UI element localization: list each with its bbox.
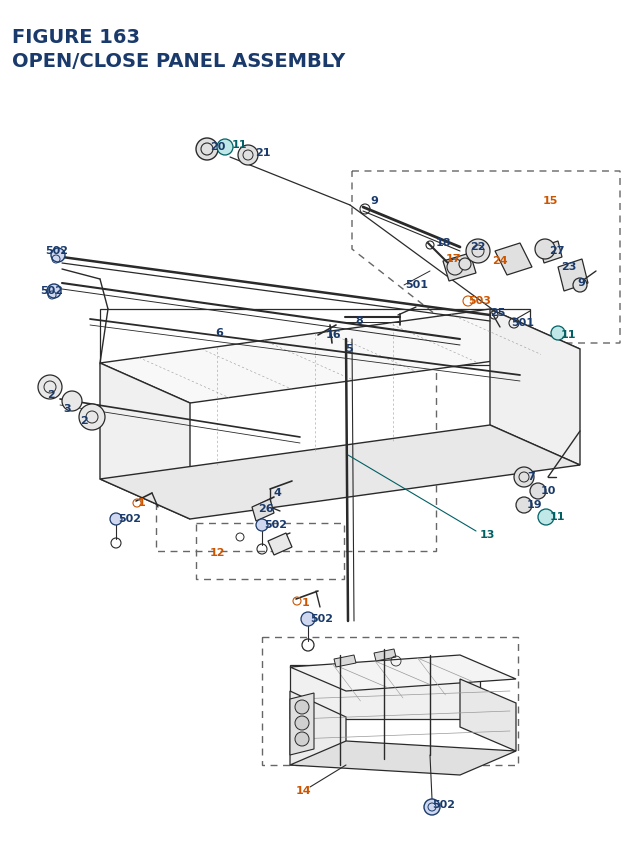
Circle shape xyxy=(196,139,218,161)
Text: 14: 14 xyxy=(296,785,312,795)
Circle shape xyxy=(514,468,534,487)
Bar xyxy=(262,637,518,765)
Circle shape xyxy=(79,405,105,430)
Text: 502: 502 xyxy=(264,519,287,530)
Polygon shape xyxy=(558,260,588,292)
Circle shape xyxy=(51,249,65,263)
Polygon shape xyxy=(100,310,580,404)
Text: 5: 5 xyxy=(345,344,353,354)
Text: 26: 26 xyxy=(258,504,274,513)
Circle shape xyxy=(538,510,554,525)
Text: 6: 6 xyxy=(215,328,223,338)
Text: 501: 501 xyxy=(405,280,428,289)
Polygon shape xyxy=(540,242,562,263)
Circle shape xyxy=(110,513,122,525)
Circle shape xyxy=(62,392,82,412)
Text: 17: 17 xyxy=(446,254,461,263)
Polygon shape xyxy=(443,254,476,282)
Polygon shape xyxy=(290,691,346,765)
Text: 20: 20 xyxy=(210,142,225,152)
Circle shape xyxy=(530,483,546,499)
Circle shape xyxy=(256,519,268,531)
Text: 502: 502 xyxy=(40,286,63,295)
Text: 27: 27 xyxy=(549,245,564,256)
Circle shape xyxy=(301,612,315,626)
Text: 19: 19 xyxy=(527,499,543,510)
Text: 3: 3 xyxy=(63,404,70,413)
Bar xyxy=(156,366,436,551)
Text: 11: 11 xyxy=(561,330,577,339)
Circle shape xyxy=(516,498,532,513)
Circle shape xyxy=(217,139,233,156)
Text: 11: 11 xyxy=(232,139,248,150)
Text: 8: 8 xyxy=(355,316,363,325)
Text: 24: 24 xyxy=(492,256,508,266)
Text: 502: 502 xyxy=(432,799,455,809)
Polygon shape xyxy=(100,363,190,519)
Circle shape xyxy=(424,799,440,815)
Text: 502: 502 xyxy=(310,613,333,623)
Circle shape xyxy=(459,258,471,270)
Text: 16: 16 xyxy=(326,330,342,339)
Circle shape xyxy=(295,716,309,730)
Polygon shape xyxy=(290,741,516,775)
Polygon shape xyxy=(290,666,480,719)
Polygon shape xyxy=(290,655,516,691)
Polygon shape xyxy=(268,533,292,555)
Text: 2: 2 xyxy=(47,389,55,400)
Text: 22: 22 xyxy=(470,242,486,251)
Text: 503: 503 xyxy=(468,295,491,306)
Text: 23: 23 xyxy=(561,262,577,272)
Polygon shape xyxy=(460,679,516,751)
Polygon shape xyxy=(290,693,314,755)
Polygon shape xyxy=(374,649,396,661)
Circle shape xyxy=(295,700,309,714)
Text: 2: 2 xyxy=(80,416,88,425)
Circle shape xyxy=(47,285,61,299)
Polygon shape xyxy=(490,310,580,466)
Circle shape xyxy=(551,326,565,341)
Text: 9: 9 xyxy=(577,278,585,288)
Text: 15: 15 xyxy=(543,195,558,206)
Text: 4: 4 xyxy=(274,487,282,498)
Polygon shape xyxy=(495,244,532,276)
Text: 1: 1 xyxy=(138,498,146,507)
Circle shape xyxy=(38,375,62,400)
Text: 501: 501 xyxy=(511,318,534,328)
Polygon shape xyxy=(334,655,356,667)
Circle shape xyxy=(573,279,587,293)
Text: 25: 25 xyxy=(490,307,506,318)
Text: 9: 9 xyxy=(370,195,378,206)
Text: 502: 502 xyxy=(118,513,141,523)
Text: 11: 11 xyxy=(550,511,566,522)
Circle shape xyxy=(295,732,309,746)
Text: 10: 10 xyxy=(541,486,556,495)
Text: OPEN/CLOSE PANEL ASSEMBLY: OPEN/CLOSE PANEL ASSEMBLY xyxy=(12,52,345,71)
Polygon shape xyxy=(252,499,274,522)
Circle shape xyxy=(535,239,555,260)
Circle shape xyxy=(466,239,490,263)
Polygon shape xyxy=(100,425,580,519)
Text: 12: 12 xyxy=(210,548,225,557)
Circle shape xyxy=(238,146,258,166)
Text: 1: 1 xyxy=(302,598,310,607)
Text: 502: 502 xyxy=(45,245,68,256)
Bar xyxy=(196,523,344,579)
Text: 18: 18 xyxy=(436,238,451,248)
Text: 7: 7 xyxy=(527,472,535,481)
Text: 21: 21 xyxy=(255,148,271,158)
Text: FIGURE 163: FIGURE 163 xyxy=(12,28,140,47)
Circle shape xyxy=(447,260,463,276)
Text: 13: 13 xyxy=(480,530,495,539)
